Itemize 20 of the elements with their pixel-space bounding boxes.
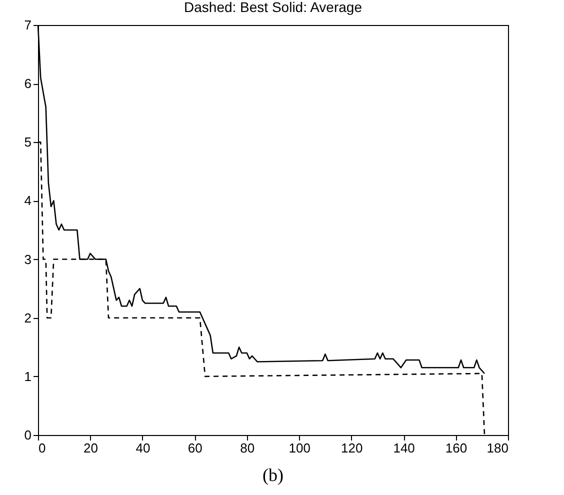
x-tick-label: 60 [188,440,202,456]
x-tick-label: 180 [486,440,508,456]
y-tick-label: 6 [24,76,32,92]
x-tick-label: 100 [288,440,310,456]
x-tick-label: 20 [83,440,98,456]
x-tick-label: 80 [240,440,255,456]
chart-title: Dashed: Best Solid: Average [184,0,362,15]
x-tick-label: 160 [445,440,468,456]
x-tick-label: 40 [136,440,150,456]
text: (b) [262,465,284,485]
x-tick-label: 120 [340,440,363,456]
y-tick-label: 7 [24,18,32,32]
x-tick-label: 140 [393,440,415,456]
y-tick-label: 1 [24,368,32,384]
y-tick-label: 0 [24,428,32,442]
y-tick-label: 3 [24,252,32,267]
y-tick-label: 4 [24,193,32,208]
y-tick-label: 5 [24,134,32,150]
y-tick-label: 2 [24,310,32,326]
x-tick-label: 0 [38,440,46,456]
